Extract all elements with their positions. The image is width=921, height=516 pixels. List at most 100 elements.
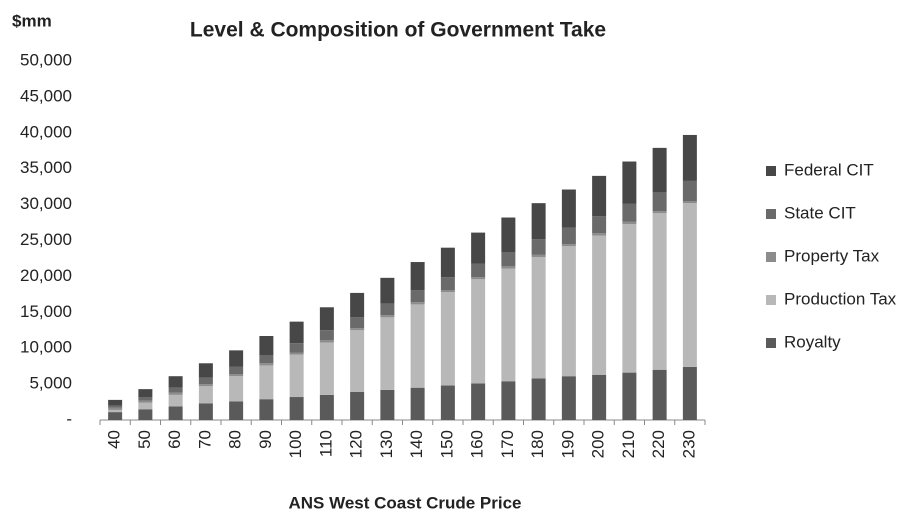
bar-segment (682, 134, 697, 181)
x-tick-label: 40 (105, 430, 124, 449)
bar-segment (592, 233, 607, 236)
bar-segment (350, 391, 365, 420)
bar-segment (319, 394, 334, 420)
bar-segment (561, 246, 576, 377)
bar-segment (652, 147, 667, 193)
bar-segment (138, 400, 153, 403)
x-tick-label: 70 (195, 430, 214, 449)
bar-segment (380, 389, 395, 420)
bar-segment (652, 213, 667, 370)
bar-segment (471, 383, 486, 420)
bar-segment (440, 385, 455, 420)
bar-segment (440, 290, 455, 293)
bar-segment (410, 304, 425, 388)
y-tick-label: 20,000 (20, 266, 72, 285)
x-tick-label: 130 (377, 430, 396, 458)
bar-segment (592, 235, 607, 375)
bar-segment (440, 247, 455, 278)
bar-segment (138, 397, 153, 401)
bar-segment (622, 203, 637, 222)
x-tick-label: 220 (649, 430, 668, 458)
bar-segment (380, 317, 395, 390)
bar-segment (319, 342, 334, 395)
bar-segment (198, 363, 213, 378)
bar-segment (622, 161, 637, 204)
bar-segment (501, 217, 516, 252)
bar-segment (682, 366, 697, 420)
bar-segment (501, 266, 516, 269)
bar-segment (652, 369, 667, 420)
bar-segment (259, 363, 274, 366)
x-tick-label: 200 (589, 430, 608, 458)
bar-segment (652, 192, 667, 212)
bar-segment (350, 328, 365, 331)
legend-swatch (766, 209, 776, 219)
bar-segment (138, 389, 153, 398)
y-tick-label: 5,000 (29, 374, 72, 393)
bar-segment (198, 384, 213, 387)
bar-segment (561, 376, 576, 420)
bar-segment (531, 257, 546, 379)
bar-segment (682, 203, 697, 367)
x-tick-label: 170 (498, 430, 517, 458)
bar-segment (380, 277, 395, 304)
bar-segment (471, 263, 486, 278)
bar-segment (319, 307, 334, 331)
bar-segment (682, 180, 697, 202)
y-tick-label: 15,000 (20, 302, 72, 321)
legend-label: Royalty (784, 332, 841, 351)
bar-segment (561, 244, 576, 247)
bar-segment (622, 223, 637, 373)
bar-segment (259, 335, 274, 356)
bar-segment (229, 401, 244, 420)
x-tick-label: 140 (407, 430, 426, 458)
legend-label: Production Tax (784, 289, 897, 308)
chart-title: Level & Composition of Government Take (190, 19, 606, 42)
x-tick-label: 60 (165, 430, 184, 449)
bar-segment (259, 365, 274, 400)
bar-segment (138, 402, 153, 410)
bar-segment (440, 292, 455, 386)
y-tick-label: 25,000 (20, 230, 72, 249)
bar-segment (229, 350, 244, 367)
bar-segment (410, 302, 425, 305)
x-tick-label: 80 (226, 430, 245, 449)
bar-segment (410, 387, 425, 420)
bar-segment (501, 268, 516, 382)
x-tick-label: 150 (437, 430, 456, 458)
bar-segment (319, 330, 334, 341)
bar-segment (198, 377, 213, 385)
bar-segment (410, 262, 425, 291)
bar-segment (229, 376, 244, 402)
bar-segment (350, 330, 365, 392)
bar-segment (198, 403, 213, 420)
y-tick-label: 10,000 (20, 338, 72, 357)
bar-segment (289, 352, 304, 355)
bar-segment (259, 399, 274, 420)
bar-segment (108, 412, 123, 420)
bar-segment (501, 381, 516, 420)
x-tick-label: 90 (256, 430, 275, 449)
y-tick-label: - (66, 409, 72, 428)
bar-segment (350, 292, 365, 318)
bar-segment (289, 321, 304, 344)
bar-segment (380, 303, 395, 316)
bar-segment (410, 290, 425, 303)
bar-segment (531, 239, 546, 255)
x-tick-label: 210 (619, 430, 638, 458)
legend-label: Property Tax (784, 246, 880, 265)
bar-segment (168, 406, 183, 420)
bar-segment (168, 376, 183, 388)
bar-segment (652, 211, 667, 214)
bar-segment (501, 251, 516, 267)
bar-segment (168, 394, 183, 407)
bar-segment (259, 355, 274, 364)
bar-segment (592, 175, 607, 217)
bar-segment (168, 392, 183, 395)
bar-segment (471, 277, 486, 280)
bar-segment (229, 366, 244, 375)
x-tick-label: 190 (558, 430, 577, 458)
bar-segment (380, 315, 395, 318)
y-tick-label: 35,000 (20, 158, 72, 177)
legend-label: State CIT (784, 203, 856, 222)
